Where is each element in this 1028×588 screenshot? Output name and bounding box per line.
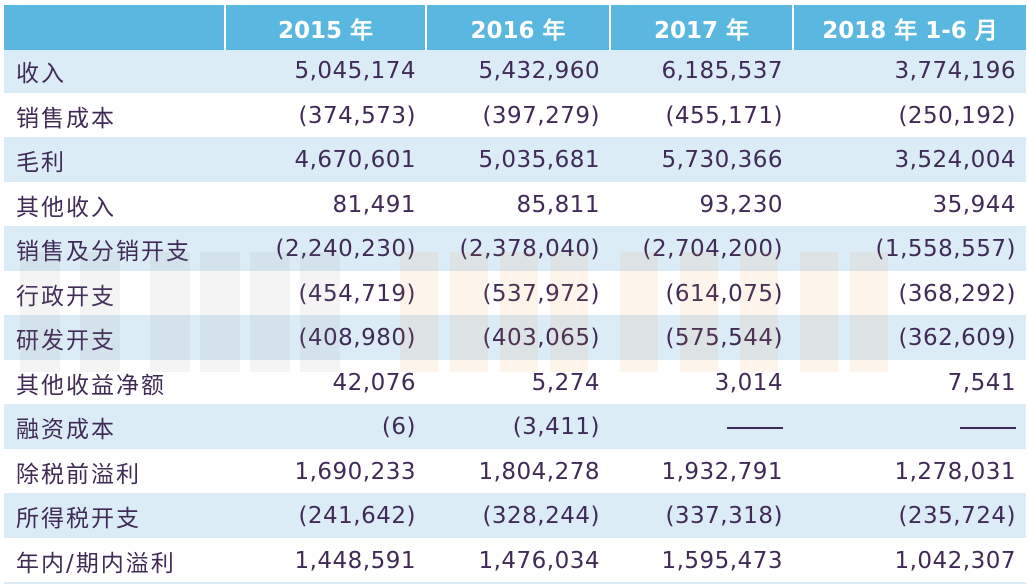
header-blank-cell [4, 5, 226, 50]
row-value: 1,042,307 [793, 538, 1026, 584]
row-value: 1,476,034 [426, 538, 610, 584]
row-value: 3,774,196 [793, 50, 1026, 95]
row-label: 销售成本 [4, 93, 225, 139]
table-row: 行政开支 (454,719) (537,972) (614,075) (368,292) [4, 271, 1026, 317]
row-label: 其他收益净额 [4, 360, 225, 406]
header-2018-h1: 2018 年 1-6 月 [793, 5, 1026, 50]
row-value: 42,076 [225, 360, 426, 406]
row-label: 行政开支 [4, 271, 225, 317]
row-value: 5,035,681 [426, 138, 610, 184]
row-value: 4,670,601 [225, 138, 426, 184]
row-value: (250,192) [793, 93, 1026, 139]
row-value: — [793, 405, 1026, 451]
row-label: 其他收入 [4, 182, 225, 228]
table-row: 收入 5,045,174 5,432,960 6,185,537 3,774,196 [4, 50, 1026, 95]
table-row: 销售成本 (374,573) (397,279) (455,171) (250,192) [4, 93, 1026, 139]
row-value: 5,730,366 [610, 138, 793, 184]
row-value: (368,292) [793, 271, 1026, 317]
row-value: 3,014 [610, 360, 793, 406]
row-value: 1,448,591 [225, 538, 426, 584]
row-value: — [610, 405, 793, 451]
row-value: 5,432,960 [426, 50, 610, 95]
row-value: (2,240,230) [225, 227, 426, 273]
row-value: (241,642) [225, 494, 426, 540]
row-label: 销售及分销开支 [4, 227, 225, 273]
header-2017: 2017 年 [610, 5, 794, 50]
row-value: 35,944 [793, 182, 1026, 228]
table-row: 其他收益净额 42,076 5,274 3,014 7,541 [4, 360, 1026, 406]
row-value: (614,075) [610, 271, 793, 317]
row-value: (408,980) [225, 316, 426, 362]
table-row: 所得税开支 (241,642) (328,244) (337,318) (235,724… [4, 494, 1026, 540]
row-value: 6,185,537 [610, 50, 793, 95]
table-row: 年内/期内溢利 1,448,591 1,476,034 1,595,473 1,042,… [4, 538, 1026, 584]
row-value: (454,719) [225, 271, 426, 317]
row-value: 1,278,031 [793, 449, 1026, 495]
row-value: (235,724) [793, 494, 1026, 540]
table-row: 研发开支 (408,980) (403,065) (575,544) (362,609) [4, 316, 1026, 362]
row-label: 融资成本 [4, 405, 225, 451]
header-row: 2015 年 2016 年 2017 年 2018 年 1-6 月 [4, 5, 1026, 50]
row-label: 除税前溢利 [4, 449, 225, 495]
row-label: 所得税开支 [4, 494, 225, 540]
row-value: (1,558,557) [793, 227, 1026, 273]
row-value: 5,045,174 [225, 50, 426, 95]
row-value: (575,544) [610, 316, 793, 362]
header-2016: 2016 年 [426, 5, 611, 50]
financial-table: 2015 年 2016 年 2017 年 2018 年 1-6 月 收入 5,04… [4, 5, 1026, 584]
row-value: (397,279) [426, 93, 610, 139]
row-value: 93,230 [610, 182, 793, 228]
row-label: 收入 [4, 50, 225, 95]
row-value: (455,171) [610, 93, 793, 139]
row-label: 年内/期内溢利 [4, 538, 225, 584]
row-value: (537,972) [426, 271, 610, 317]
row-value: 85,811 [426, 182, 610, 228]
row-value: (337,318) [610, 494, 793, 540]
table-row: 其他收入 81,491 85,811 93,230 35,944 [4, 182, 1026, 228]
row-value: 5,274 [426, 360, 610, 406]
row-label: 毛利 [4, 138, 225, 184]
dash-placeholder: — [960, 426, 1016, 429]
row-value: (2,704,200) [610, 227, 793, 273]
row-value: 1,804,278 [426, 449, 610, 495]
row-value: (362,609) [793, 316, 1026, 362]
row-value: 7,541 [793, 360, 1026, 406]
row-value: 1,690,233 [225, 449, 426, 495]
row-value: (403,065) [426, 316, 610, 362]
row-value: 3,524,004 [793, 138, 1026, 184]
row-value: (374,573) [225, 93, 426, 139]
table-row: 毛利 4,670,601 5,035,681 5,730,366 3,524,004 [4, 138, 1026, 184]
table-row: 除税前溢利 1,690,233 1,804,278 1,932,791 1,278,03… [4, 449, 1026, 495]
row-value: 1,595,473 [610, 538, 793, 584]
row-value: 1,932,791 [610, 449, 793, 495]
row-label: 研发开支 [4, 316, 225, 362]
row-value: (2,378,040) [426, 227, 610, 273]
row-value: (6) [225, 405, 426, 451]
table-row: 销售及分销开支 (2,240,230) (2,378,040) (2,704,200)… [4, 227, 1026, 273]
dash-placeholder: — [727, 426, 783, 429]
header-2015: 2015 年 [225, 5, 427, 50]
row-value: (328,244) [426, 494, 610, 540]
row-value: 81,491 [225, 182, 426, 228]
table-row: 融资成本(6)(3,411) — — [4, 405, 1026, 451]
row-value: (3,411) [426, 405, 610, 451]
